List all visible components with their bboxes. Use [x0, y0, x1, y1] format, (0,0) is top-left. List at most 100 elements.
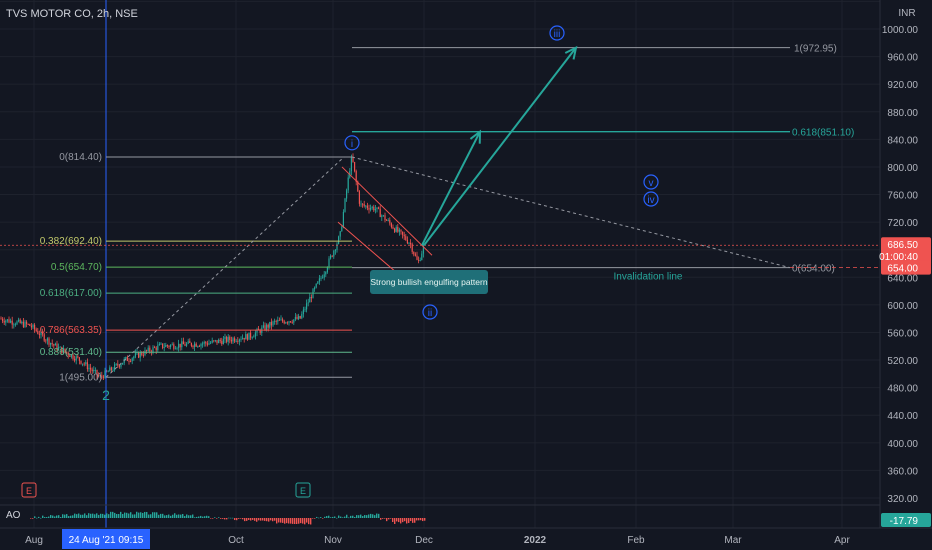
ao-bar: [290, 518, 292, 524]
candle-body: [277, 320, 279, 322]
time-axis[interactable]: Aug Oct Nov Dec 2022 Feb Mar Apr 24 Aug '21 09:1…: [0, 527, 932, 550]
candle-body: [365, 205, 367, 207]
ao-bar: [32, 518, 34, 519]
candle-body: [178, 343, 180, 348]
last-price-tag: [881, 237, 931, 266]
candle-body: [352, 157, 354, 163]
wave-label-ii-circle: [422, 304, 438, 320]
ao-bar: [326, 516, 328, 518]
ao-bar: [236, 518, 238, 521]
ao-bar: [332, 516, 334, 518]
fib-left-label: 1(495.00): [59, 372, 102, 383]
candle-body: [413, 251, 415, 255]
ao-bar: [258, 518, 260, 521]
candle-body: [146, 350, 148, 351]
candle-body: [8, 319, 10, 323]
ao-bar: [242, 518, 244, 520]
candle-body: [318, 278, 320, 282]
candle-body: [235, 341, 237, 342]
candle-body: [219, 339, 221, 342]
price-axis[interactable]: INR 1000.00 960.00 920.00 880.00 840.00 800.00…: [879, 0, 932, 530]
candle-body: [405, 236, 407, 240]
candle-body: [53, 344, 55, 346]
candle-body: [69, 355, 71, 357]
price-tick-label: 840.00: [887, 135, 918, 146]
ao-bar: [238, 518, 240, 519]
ao-bar: [354, 516, 356, 518]
candle-body: [267, 324, 269, 328]
candle-body: [93, 369, 95, 372]
candle-body: [91, 369, 93, 372]
ao-bar: [66, 514, 68, 518]
candle-body: [346, 190, 348, 199]
ao-bar: [376, 513, 378, 518]
candle-body: [339, 231, 341, 237]
ao-indicator: AO: [0, 504, 880, 525]
ao-bar: [276, 518, 278, 524]
candle-body: [78, 357, 80, 361]
ao-bar: [266, 518, 268, 522]
candle-body: [333, 250, 335, 257]
candle-body: [35, 329, 37, 332]
candle-body: [22, 321, 24, 327]
candle-body: [208, 343, 210, 345]
ao-bar: [44, 517, 46, 518]
candle-body: [330, 255, 332, 259]
candle-body: [142, 354, 144, 356]
fib-right-label: 0(654.00): [792, 264, 835, 275]
ao-bar: [130, 512, 132, 518]
ao-bar: [240, 518, 242, 519]
ao-bar: [80, 514, 82, 518]
ao-bar: [158, 514, 160, 518]
candle-body: [203, 342, 205, 344]
ao-bar: [372, 514, 374, 518]
ao-bar: [180, 514, 182, 518]
candle-body: [96, 369, 98, 376]
ao-bar: [218, 517, 220, 518]
candle-body: [194, 343, 196, 348]
candle-body: [195, 343, 197, 347]
candle-body: [242, 337, 244, 340]
wave-label-v: v: [649, 178, 654, 189]
candle-body: [112, 370, 114, 371]
candle-body: [370, 207, 372, 210]
ao-bar: [272, 518, 274, 522]
candle-body: [381, 215, 383, 218]
candle-body: [192, 345, 194, 348]
candle-body: [147, 347, 149, 351]
projection-arrow-wave-iii-head: [564, 45, 578, 60]
candle-body: [154, 347, 156, 349]
ao-bar: [302, 518, 304, 524]
ao-bar: [182, 513, 184, 518]
ao-bar: [356, 515, 358, 518]
ao-bar: [408, 518, 410, 523]
wave-label-v-circle: [643, 174, 659, 190]
ao-bar: [214, 517, 216, 518]
candle-body: [200, 344, 202, 347]
candle-body: [299, 316, 301, 319]
candle-body: [120, 364, 122, 367]
ao-bar: [46, 517, 48, 518]
fib-left-label: 0.886(531.40): [40, 347, 102, 358]
candle-body: [54, 343, 56, 346]
candle-body: [274, 320, 276, 322]
candle-body: [43, 334, 45, 341]
candle-body: [139, 352, 141, 358]
ao-bar: [268, 518, 270, 522]
candle-body: [98, 375, 100, 376]
wave-label-i: i: [351, 139, 353, 150]
candle-body: [344, 198, 346, 212]
fib-left-label: 0.382(692.40): [40, 236, 102, 247]
candle-body: [184, 344, 186, 346]
ao-bar: [310, 518, 312, 525]
ao-bar: [186, 514, 188, 518]
ao-bar: [64, 514, 66, 518]
candle-body: [387, 220, 389, 221]
candle-body: [262, 325, 264, 328]
ao-bar: [330, 517, 332, 518]
price-tick-label: 320.00: [887, 494, 918, 505]
ao-bar: [36, 517, 38, 519]
candle-body: [398, 229, 400, 232]
candle-body: [416, 255, 418, 260]
